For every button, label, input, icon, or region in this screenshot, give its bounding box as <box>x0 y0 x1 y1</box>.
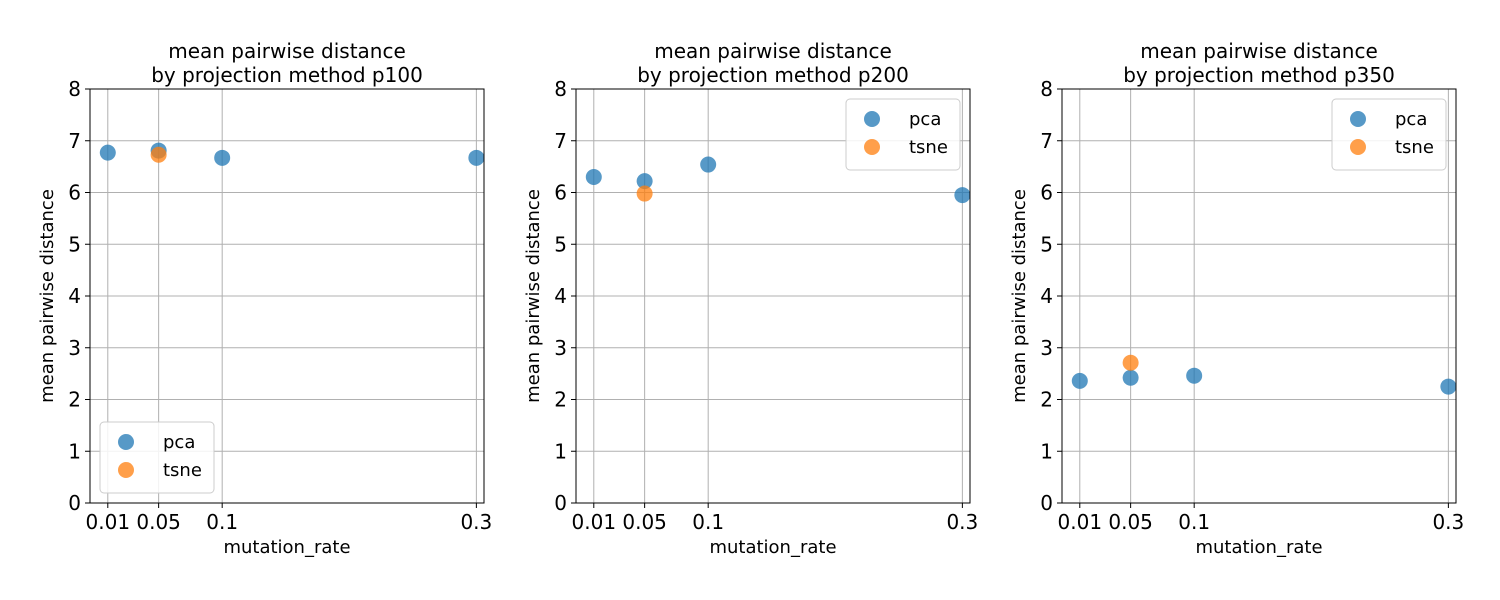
chart-panel-1: 0 1 2 3 4 5 6 7 8 0.01 0.05 0.1 0.3 mean pairwise dis… <box>37 39 492 558</box>
legend: pca tsne <box>1331 98 1447 171</box>
legend-label-tsne: tsne <box>909 137 948 158</box>
y-tick-label: 3 <box>68 336 81 360</box>
legend-marker-tsne <box>118 462 134 478</box>
x-tick-label: 0.3 <box>460 510 492 534</box>
x-tick-label: 0.1 <box>692 510 724 534</box>
y-axis-label: mean pairwise distance <box>523 189 544 403</box>
axes-frame <box>89 88 485 504</box>
y-tick-label: 2 <box>1040 388 1053 412</box>
x-tick-label: 0.01 <box>1058 510 1103 534</box>
legend-marker-pca <box>118 434 134 450</box>
x-axis-label: mutation_rate <box>223 537 350 558</box>
data-point-pca <box>1186 367 1203 384</box>
legend-frame <box>99 421 215 494</box>
y-tick-label: 7 <box>554 129 567 153</box>
y-tick-label: 2 <box>554 388 567 412</box>
y-tick-label: 5 <box>1040 232 1053 256</box>
x-tick-label: 0.1 <box>206 510 238 534</box>
legend: pca tsne <box>845 98 961 171</box>
y-tick-label: 1 <box>554 439 567 463</box>
axes-frame <box>1061 88 1457 504</box>
y-tick-label: 8 <box>554 77 567 101</box>
legend-label-pca: pca <box>909 109 941 130</box>
data-point-pca <box>700 156 717 173</box>
y-tick-label: 2 <box>68 388 81 412</box>
y-axis-label: mean pairwise distance <box>1009 189 1030 403</box>
data-point-tsne <box>636 185 653 202</box>
x-axis-label: mutation_rate <box>709 537 836 558</box>
y-tick-label: 6 <box>1040 181 1053 205</box>
y-tick-label: 0 <box>1040 491 1053 515</box>
y-tick-label: 5 <box>554 232 567 256</box>
chart-title-line-2: by projection method p100 <box>151 63 423 87</box>
data-point-tsne <box>150 146 167 163</box>
legend-marker-tsne <box>1350 139 1366 155</box>
y-tick-label: 0 <box>68 491 81 515</box>
y-tick-label: 5 <box>68 232 81 256</box>
chart-panel-3: 0 1 2 3 4 5 6 7 8 0.01 0.05 0.1 0.3 mean pairwise dis… <box>1009 39 1464 558</box>
chart-panel-2: 0 1 2 3 4 5 6 7 8 0.01 0.05 0.1 0.3 mean pairwise dis… <box>523 39 978 558</box>
legend-marker-pca <box>1350 111 1366 127</box>
data-point-pca <box>214 149 231 166</box>
y-tick-label: 7 <box>1040 129 1053 153</box>
x-tick-label: 0.1 <box>1178 510 1210 534</box>
y-tick-label: 8 <box>68 77 81 101</box>
data-point-tsne <box>1122 354 1139 371</box>
x-axis-label: mutation_rate <box>1195 537 1322 558</box>
legend: pca tsne <box>99 421 215 494</box>
chart-title-line-1: mean pairwise distance <box>1140 39 1378 63</box>
x-tick-label: 0.05 <box>1108 510 1153 534</box>
data-point-pca <box>585 168 602 185</box>
y-tick-label: 3 <box>554 336 567 360</box>
legend-marker-pca <box>864 111 880 127</box>
y-tick-label: 7 <box>68 129 81 153</box>
data-point-pca <box>468 149 485 166</box>
data-point-pca <box>99 144 116 161</box>
y-tick-label: 8 <box>1040 77 1053 101</box>
y-tick-label: 3 <box>1040 336 1053 360</box>
legend-marker-tsne <box>864 139 880 155</box>
data-point-pca <box>1440 378 1457 395</box>
legend-label-tsne: tsne <box>1395 137 1434 158</box>
data-point-pca <box>1122 369 1139 386</box>
legend-label-pca: pca <box>163 432 195 453</box>
y-tick-label: 4 <box>1040 284 1053 308</box>
y-tick-label: 4 <box>68 284 81 308</box>
chart-title-line-1: mean pairwise distance <box>168 39 406 63</box>
y-axis-label: mean pairwise distance <box>37 189 58 403</box>
chart-title-line-2: by projection method p200 <box>637 63 909 87</box>
x-tick-label: 0.3 <box>1432 510 1464 534</box>
data-point-pca <box>1071 372 1088 389</box>
y-tick-label: 6 <box>554 181 567 205</box>
x-tick-label: 0.01 <box>572 510 617 534</box>
x-tick-label: 0.01 <box>86 510 131 534</box>
legend-frame <box>845 98 961 171</box>
x-tick-label: 0.05 <box>622 510 667 534</box>
y-tick-label: 4 <box>554 284 567 308</box>
chart-title-line-2: by projection method p350 <box>1123 63 1395 87</box>
chart-title-line-1: mean pairwise distance <box>654 39 892 63</box>
legend-frame <box>1331 98 1447 171</box>
data-point-pca <box>954 187 971 204</box>
data-point-pca <box>636 173 653 190</box>
y-tick-label: 1 <box>1040 439 1053 463</box>
legend-label-tsne: tsne <box>163 460 202 481</box>
y-tick-label: 0 <box>554 491 567 515</box>
x-tick-label: 0.3 <box>946 510 978 534</box>
y-tick-label: 1 <box>68 439 81 463</box>
x-tick-label: 0.05 <box>136 510 181 534</box>
axes-frame <box>575 88 971 504</box>
legend-label-pca: pca <box>1395 109 1427 130</box>
y-tick-label: 6 <box>68 181 81 205</box>
